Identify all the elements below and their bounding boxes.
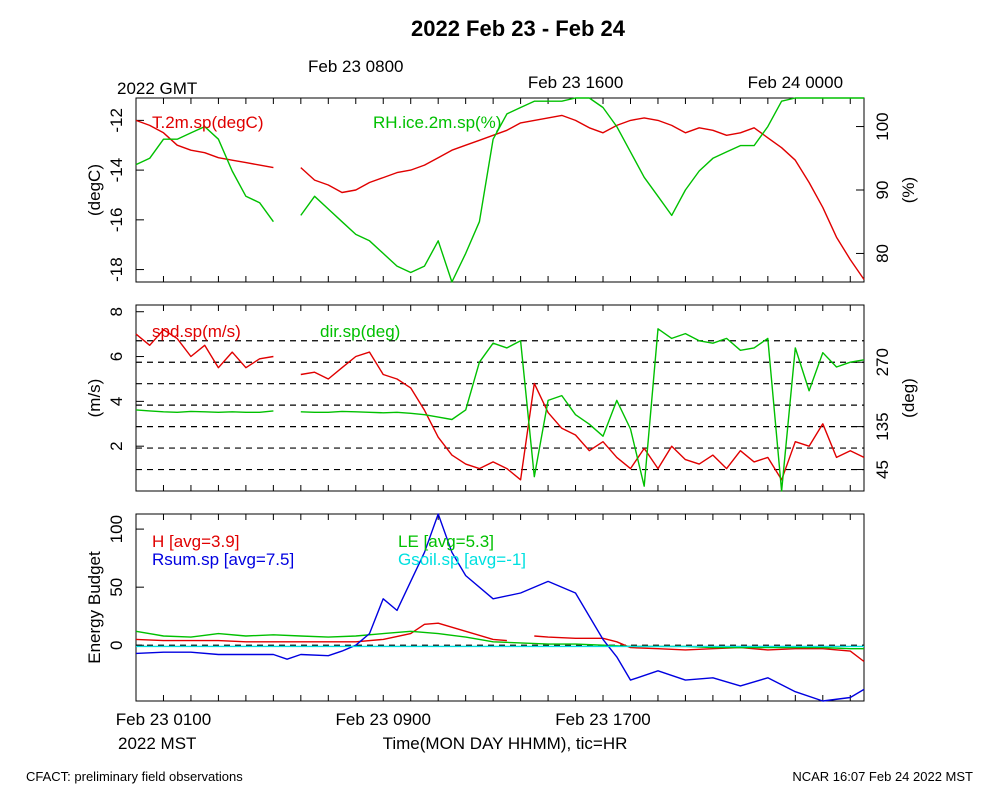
legend-label: spd.sp(m/s)	[152, 322, 241, 341]
legend-label: dir.sp(deg)	[320, 322, 400, 341]
y-tick-label: 6	[107, 352, 126, 361]
top-time-label: Feb 23 0800	[308, 57, 403, 76]
y-right-tick-label: 270	[873, 348, 892, 376]
legend-label: Rsum.sp [avg=7.5]	[152, 550, 294, 569]
series-line-spd-sp-m-s-	[135, 329, 865, 481]
top-year-label: 2022 GMT	[117, 79, 197, 98]
temperature-rh-panel: -18 -16 -14 -12 80 90 100 (degC) (%) Feb 23 0800 F…	[85, 57, 918, 283]
footer-left-note: CFACT: preliminary field observations	[26, 769, 243, 784]
legend-label: Gsoil.sp [avg=-1]	[398, 550, 526, 569]
bottom-year-label: 2022 MST	[118, 734, 196, 753]
y-tick-label: -14	[107, 158, 126, 183]
y-right-axis-label: (%)	[899, 177, 918, 203]
y-tick-label: -18	[107, 257, 126, 282]
y-tick-label: -12	[107, 108, 126, 133]
legend-label: LE [avg=5.3]	[398, 532, 494, 551]
y-right-tick-label: 45	[873, 460, 892, 479]
wind-panel: 2 4 6 8 45 135 270 (m/s) (deg) spd.sp(m/s) dir.sp(…	[85, 304, 918, 492]
y-tick-label: 50	[107, 578, 126, 597]
footer-right-stamp: NCAR 16:07 Feb 24 2022 MST	[792, 769, 973, 784]
y-tick-label: -16	[107, 208, 126, 233]
series-line-h	[135, 622, 865, 663]
chart-title: 2022 Feb 23 - Feb 24	[411, 16, 626, 41]
y-axis-label: (degC)	[85, 164, 104, 216]
bottom-time-label: Feb 23 0900	[336, 710, 431, 729]
plot-frame	[135, 513, 865, 702]
y-right-tick-label: 135	[873, 412, 892, 440]
series-line-rh-ice-2m-sp-	[135, 97, 864, 283]
y-axis-label: Energy Budget	[85, 551, 104, 664]
plot-frame	[135, 304, 865, 492]
series-line-t-2m-sp-degc-	[135, 114, 865, 280]
legend-label: RH.ice.2m.sp(%)	[373, 113, 501, 132]
y-right-axis-label: (deg)	[899, 378, 918, 418]
y-tick-label: 0	[107, 641, 126, 650]
series-line-rsum-sp	[135, 513, 865, 702]
legend-label: H [avg=3.9]	[152, 532, 239, 551]
y-right-tick-label: 80	[873, 244, 892, 263]
y-tick-label: 2	[107, 441, 126, 450]
y-right-tick-label: 100	[873, 112, 892, 140]
y-right-tick-label: 90	[873, 181, 892, 200]
y-tick-label: 8	[107, 307, 126, 316]
bottom-time-label: Feb 23 1700	[555, 710, 650, 729]
x-axis-label: Time(MON DAY HHMM), tic=HR	[383, 734, 628, 753]
top-time-label: Feb 23 1600	[528, 73, 623, 92]
y-tick-label: 4	[107, 397, 126, 406]
series-line-dir-sp-deg-	[135, 328, 865, 492]
series-line-le	[135, 630, 864, 650]
top-time-label: Feb 24 0000	[748, 73, 843, 92]
bottom-time-label: Feb 23 0100	[116, 710, 211, 729]
y-axis-label: (m/s)	[85, 379, 104, 418]
y-tick-label: 100	[107, 515, 126, 543]
legend-label: T.2m.sp(degC)	[152, 113, 263, 132]
